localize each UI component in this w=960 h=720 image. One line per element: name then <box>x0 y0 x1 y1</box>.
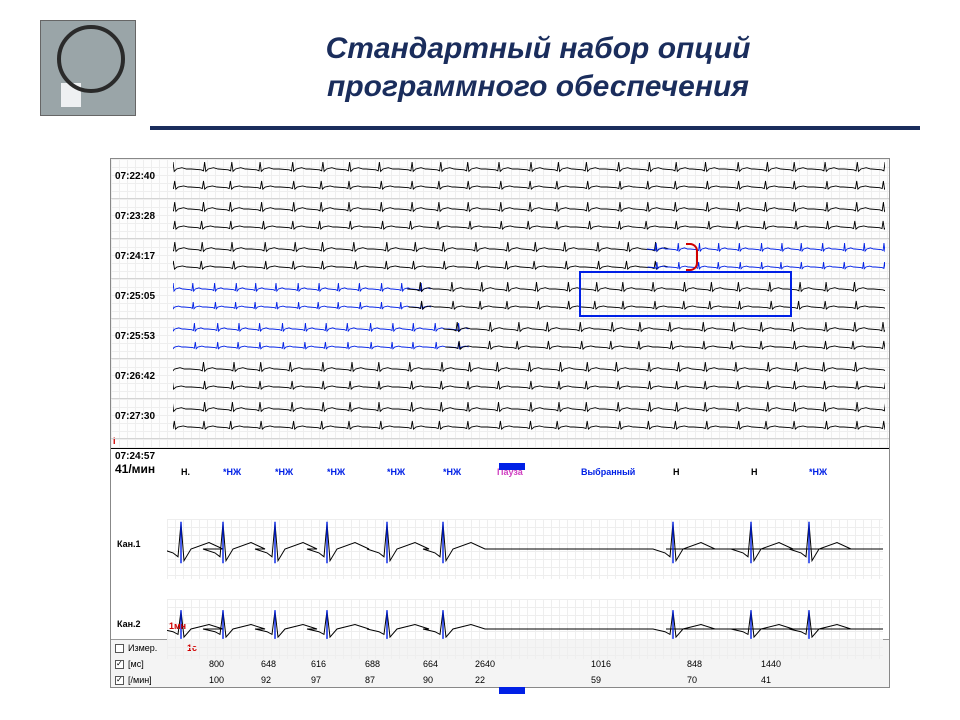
overview-row[interactable]: 07:23:28 <box>111 199 889 239</box>
overview-waveform <box>173 319 885 358</box>
interval-value: 1440 <box>761 659 781 669</box>
interval-value: 616 <box>311 659 326 669</box>
header-rule <box>150 126 920 130</box>
interval-value: 664 <box>423 659 438 669</box>
overview-timestamp: 07:25:05 <box>115 291 155 302</box>
header: Стандартный набор опций программного обе… <box>0 0 960 116</box>
device-photo <box>40 20 136 116</box>
overview-row[interactable]: 07:27:30 <box>111 399 889 439</box>
interval-value: 2640 <box>475 659 495 669</box>
overview-pane[interactable]: I 07:22:4007:23:2807:24:1707:25:0507:25:… <box>111 159 889 449</box>
detail-waveform <box>167 519 883 579</box>
bottom-handle[interactable] <box>499 687 525 694</box>
title-block: Стандартный набор опций программного обе… <box>156 20 920 105</box>
detail-waveform <box>167 599 883 659</box>
detail-pane[interactable]: 07:24:57 41/мин Измер.1c[мс]800648616688… <box>111 449 889 687</box>
overview-timestamp: 07:27:30 <box>115 411 155 422</box>
sub-label: 1мн <box>169 621 186 631</box>
interval-value: 22 <box>475 675 485 685</box>
interval-value: 97 <box>311 675 321 685</box>
interval-value: 59 <box>591 675 601 685</box>
interval-value: 800 <box>209 659 224 669</box>
beat-annotation: Н. <box>181 467 190 477</box>
beat-annotation: *НЖ <box>387 467 405 477</box>
interval-value: 848 <box>687 659 702 669</box>
interval-value: 90 <box>423 675 433 685</box>
overview-timestamp: 07:24:17 <box>115 251 155 262</box>
beat-annotation: *НЖ <box>443 467 461 477</box>
overview-row[interactable]: 07:25:53 <box>111 319 889 359</box>
overview-timestamp: 07:22:40 <box>115 171 155 182</box>
checkbox[interactable] <box>115 644 124 653</box>
overview-row[interactable]: 07:22:40 <box>111 159 889 199</box>
beat-annotation: *НЖ <box>809 467 827 477</box>
beat-annotation: *НЖ <box>327 467 345 477</box>
beat-annotation: Н <box>673 467 680 477</box>
overview-waveform <box>173 159 885 198</box>
interval-value: 70 <box>687 675 697 685</box>
control-label: Измер. <box>128 643 168 653</box>
beat-annotation: *НЖ <box>275 467 293 477</box>
beat-annotation: *НЖ <box>223 467 241 477</box>
interval-value: 87 <box>365 675 375 685</box>
overview-row[interactable]: 07:26:42 <box>111 359 889 399</box>
detail-header: 07:24:57 41/мин <box>115 451 155 476</box>
beat-annotation: Выбранный <box>581 467 635 477</box>
interval-value: 688 <box>365 659 380 669</box>
title-line1: Стандартный набор опций <box>156 30 920 68</box>
ecg-panel: I 07:22:4007:23:2807:24:1707:25:0507:25:… <box>110 158 890 688</box>
top-handle[interactable] <box>499 463 525 470</box>
red-bracket-marker <box>686 243 698 271</box>
interval-value: 100 <box>209 675 224 685</box>
interval-value: 1016 <box>591 659 611 669</box>
checkbox[interactable] <box>115 676 124 685</box>
beat-annotation: Н <box>751 467 758 477</box>
title-line2: программного обеспечения <box>156 68 920 106</box>
overview-timestamp: 07:26:42 <box>115 371 155 382</box>
detail-timestamp: 07:24:57 <box>115 451 155 462</box>
channel-label: Кан.2 <box>117 619 141 629</box>
overview-waveform <box>173 399 885 438</box>
channel-label: Кан.1 <box>117 539 141 549</box>
control-row: [/мин] 100 92 97 87 90 22 59 70 41 <box>111 672 889 688</box>
checkbox[interactable] <box>115 660 124 669</box>
interval-value: 41 <box>761 675 771 685</box>
overview-waveform <box>173 359 885 398</box>
control-label: [/мин] <box>128 675 168 685</box>
overview-timestamp: 07:23:28 <box>115 211 155 222</box>
interval-value: 92 <box>261 675 271 685</box>
overview-waveform <box>173 199 885 238</box>
overview-timestamp: 07:25:53 <box>115 331 155 342</box>
detail-rate: 41/мин <box>115 462 155 476</box>
interval-value: 648 <box>261 659 276 669</box>
selection-box[interactable] <box>579 271 793 317</box>
control-label: [мс] <box>128 659 168 669</box>
